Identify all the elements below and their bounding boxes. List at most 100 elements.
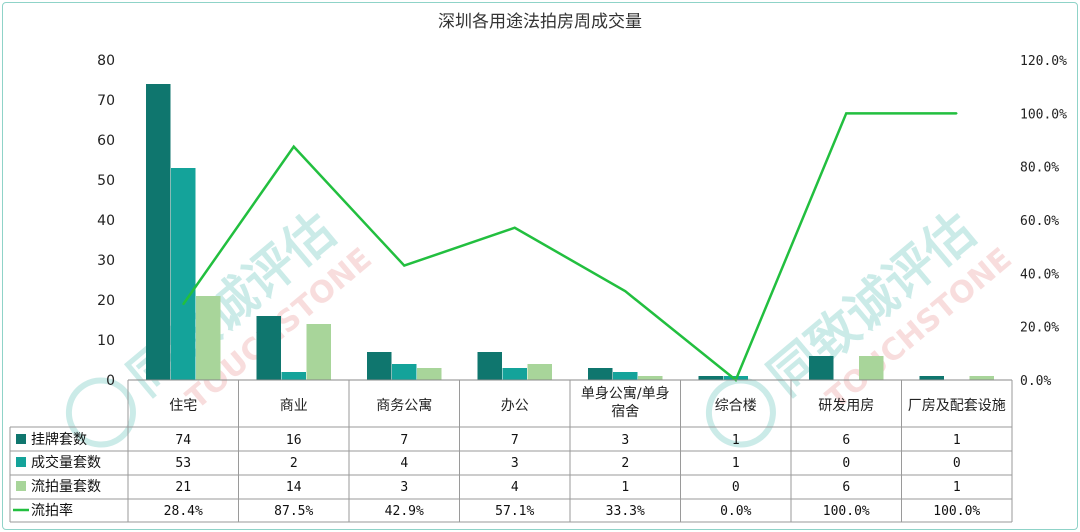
table-cell: 100.0%	[933, 504, 980, 519]
watermark-seal-icon	[65, 377, 136, 448]
bar	[146, 84, 171, 380]
table-cell: 4	[400, 456, 408, 471]
bar	[367, 352, 392, 380]
right-tick-label: 0.0%	[1020, 374, 1051, 389]
table-cell: 3	[621, 433, 629, 448]
bar-layer	[146, 84, 994, 380]
left-tick-label: 10	[97, 333, 115, 349]
bar	[809, 356, 834, 380]
rate-point	[624, 290, 627, 293]
bar	[256, 316, 281, 380]
bar	[477, 352, 502, 380]
right-tick-label: 60.0%	[1020, 214, 1059, 229]
table-cell: 7	[511, 433, 519, 448]
bar	[613, 372, 638, 380]
legend-swatch	[16, 481, 26, 491]
table-cell: 1	[732, 433, 740, 448]
bar	[527, 364, 552, 380]
right-tick-label: 120.0%	[1020, 54, 1067, 69]
series-name: 挂牌套数	[31, 431, 87, 448]
table-cell: 1	[953, 433, 961, 448]
table-cell: 2	[290, 456, 298, 471]
right-axis: 0.0% 20.0% 40.0% 60.0% 80.0% 100.0% 120.0%	[1020, 54, 1067, 389]
table-cell: 0	[842, 456, 850, 471]
bar	[196, 296, 221, 380]
left-tick-label: 60	[97, 133, 115, 149]
bar	[969, 376, 994, 380]
category-label: 厂房及配套设施	[908, 398, 1006, 414]
rate-point	[182, 303, 185, 306]
bar	[502, 368, 527, 380]
table-cell: 74	[175, 433, 191, 448]
category-label: 宿舍	[611, 403, 639, 420]
left-tick-label: 20	[97, 293, 115, 309]
table-cell: 14	[286, 480, 302, 495]
table-cell: 21	[175, 480, 191, 495]
table-cell: 4	[511, 480, 519, 495]
table-cell: 0	[732, 480, 740, 495]
bar	[281, 372, 306, 380]
left-axis: 0 10 20 30 40 50 60 70 80	[97, 53, 115, 389]
category-label: 办公	[501, 398, 529, 414]
right-tick-label: 20.0%	[1020, 321, 1059, 336]
table-cell: 57.1%	[495, 504, 534, 519]
right-tick-label: 100.0%	[1020, 107, 1067, 122]
bar	[417, 368, 442, 380]
table-cell: 87.5%	[274, 504, 313, 519]
category-label: 单身公寓/单身	[581, 385, 670, 402]
table-cell: 28.4%	[164, 504, 203, 519]
left-tick-label: 80	[97, 53, 115, 69]
bar	[698, 376, 723, 380]
table-cell: 42.9%	[385, 504, 424, 519]
table-cell: 6	[842, 480, 850, 495]
table-cell: 1	[732, 456, 740, 471]
category-label: 商务公寓	[376, 397, 432, 414]
table-cell: 1	[621, 480, 629, 495]
category-label: 研发用房	[818, 398, 874, 414]
table-cell: 0.0%	[720, 504, 751, 519]
left-tick-label: 30	[97, 253, 115, 269]
series-name: 成交量套数	[31, 454, 101, 471]
series-name: 流拍量套数	[31, 479, 101, 495]
rate-point	[513, 226, 516, 229]
table-cell: 0	[953, 456, 961, 471]
bar	[306, 324, 331, 380]
rate-point	[955, 112, 958, 115]
bar	[171, 168, 196, 380]
category-label: 住宅	[169, 398, 197, 414]
table-cell: 33.3%	[606, 504, 645, 519]
rate-point	[403, 264, 406, 267]
right-tick-label: 40.0%	[1020, 267, 1059, 282]
category-label: 综合楼	[715, 398, 757, 414]
category-label: 商业	[280, 398, 308, 414]
table-cell: 53	[175, 456, 191, 471]
series-name: 流拍率	[31, 502, 73, 519]
table-cell: 3	[400, 480, 408, 495]
table-cell: 7	[400, 433, 408, 448]
table-cell: 3	[511, 456, 519, 471]
left-tick-label: 40	[97, 213, 115, 229]
table-cell: 2	[621, 456, 629, 471]
rate-point	[845, 112, 848, 115]
rate-line	[182, 112, 957, 383]
chart-title: 深圳各用途法拍房周成交量	[438, 12, 642, 32]
left-tick-label: 0	[106, 373, 115, 389]
legend-swatch	[16, 457, 26, 467]
bar	[638, 376, 663, 380]
right-tick-label: 80.0%	[1020, 161, 1059, 176]
table-cell: 100.0%	[823, 504, 870, 519]
left-tick-label: 50	[97, 173, 115, 189]
bar	[588, 368, 613, 380]
bar	[392, 364, 417, 380]
watermark-seal-icon	[705, 377, 776, 448]
bar	[919, 376, 944, 380]
line-layer	[182, 112, 958, 383]
table-cell: 16	[286, 433, 302, 448]
rate-point	[292, 145, 295, 148]
bar	[859, 356, 884, 380]
table-cell: 1	[953, 480, 961, 495]
table-cell: 6	[842, 433, 850, 448]
